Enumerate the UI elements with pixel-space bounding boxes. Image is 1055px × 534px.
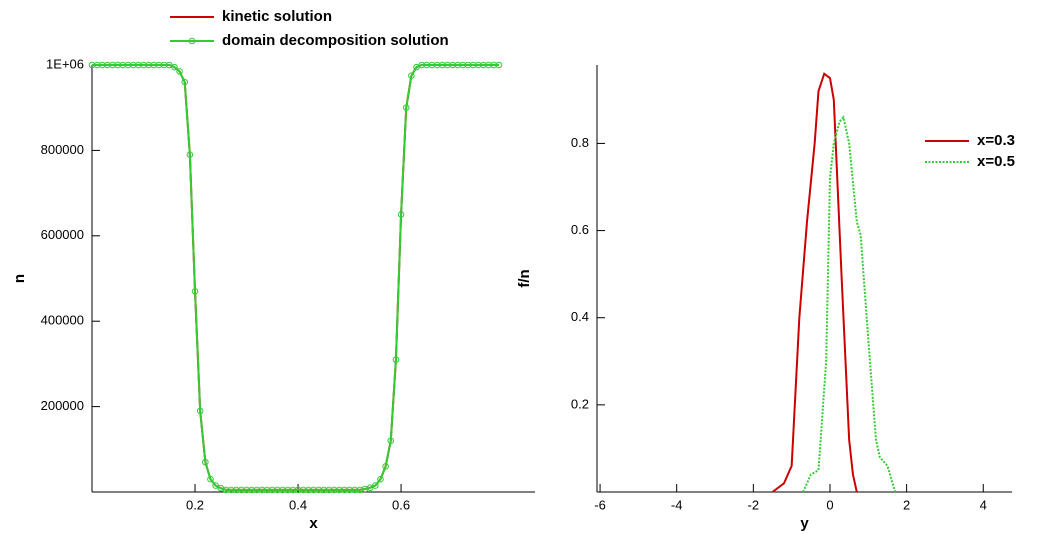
marker [171,63,178,71]
x-axis-label: y [800,515,809,532]
x-tick-label: 0.4 [289,497,307,512]
x-tick-label: -2 [748,497,760,512]
y-tick-label: 200000 [41,398,84,413]
marker [176,68,183,75]
y-axis-label: n [11,274,28,283]
x-axis-label: x [309,515,318,532]
series-line [771,72,858,493]
marker [382,463,389,470]
y-tick-label: 1E+06 [46,56,84,71]
series-line [92,64,499,491]
x-tick-label: -4 [671,497,683,512]
marker [387,437,395,445]
y-tick-label: 800000 [41,142,84,157]
series-line [92,64,499,491]
marker [377,475,384,483]
x-tick-label: 2 [903,497,910,512]
y-tick-label: 0.4 [571,309,589,324]
y-axis-label: f/n [516,269,533,287]
marker [202,458,209,466]
marker [212,482,219,489]
marker [191,288,199,295]
legend-marker [188,37,196,45]
x-tick-label: 0 [826,497,833,512]
marker [196,407,204,415]
legend-label: kinetic solution [222,8,332,25]
legend-label: domain decomposition solution [222,32,449,49]
marker [392,356,400,363]
y-tick-label: 0.2 [571,396,589,411]
x-tick-label: 0.2 [186,497,204,512]
marker [397,211,405,218]
legend-label: x=0.3 [977,132,1015,149]
x-tick-label: 4 [980,497,987,512]
marker [372,482,379,489]
x-tick-label: 0.6 [392,497,410,512]
legend-label: x=0.5 [977,153,1015,170]
marker [495,61,503,69]
x-tick-label: -6 [594,497,606,512]
marker [186,151,194,158]
y-tick-label: 0.6 [571,222,589,237]
marker [181,78,189,86]
marker [408,72,415,79]
y-tick-label: 400000 [41,313,84,328]
y-tick-label: 0.8 [571,135,589,150]
y-tick-label: 600000 [41,227,84,242]
marker [402,104,410,111]
series-line [802,115,897,493]
marker [207,475,214,483]
